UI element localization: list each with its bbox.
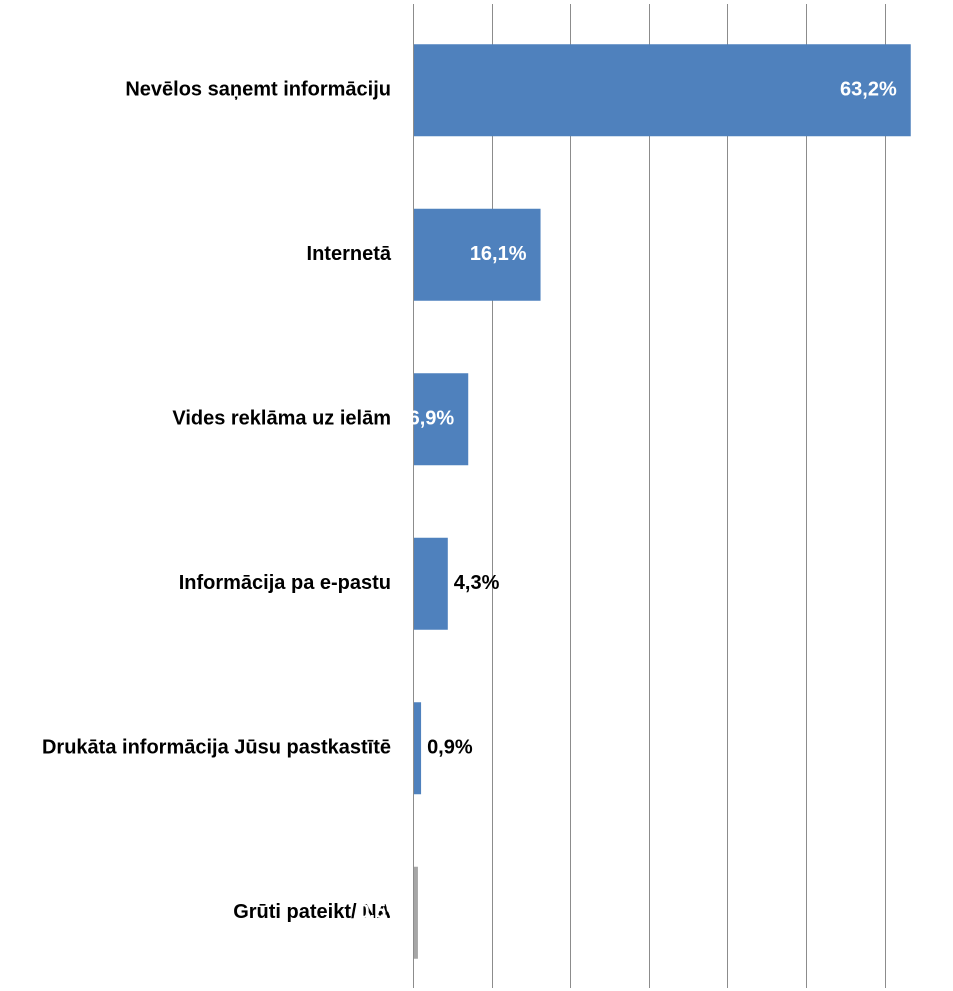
data-label-drukata-informacija-jusu-pastkastite: 0,9% bbox=[427, 737, 473, 759]
data-label-gruti-pateikt-na: 0,5% bbox=[358, 901, 404, 923]
category-label-interneta: Internetā bbox=[307, 243, 392, 265]
bar-vides-reklama-uz-ielam bbox=[414, 373, 469, 466]
category-label-nevelos-sanemt-informaciju: Nevēlos saņemt informāciju bbox=[125, 79, 391, 101]
data-label-informacija-pa-e-pastu: 4,3% bbox=[454, 572, 500, 594]
bar-gruti-pateikt-na bbox=[414, 866, 418, 959]
bar-nevelos-sanemt-informaciju bbox=[414, 44, 911, 137]
category-label-informacija-pa-e-pastu: Informācija pa e-pastu bbox=[179, 572, 391, 594]
data-label-vides-reklama-uz-ielam: 6,9% bbox=[409, 408, 455, 430]
bar-informacija-pa-e-pastu bbox=[414, 537, 448, 630]
category-label-vides-reklama-uz-ielam: Vides reklāma uz ielām bbox=[172, 408, 391, 430]
category-labels: Nevēlos saņemt informāciju Internetā Vides… bbox=[42, 79, 392, 924]
category-label-drukata-informacija-jusu-pastkastite: Drukāta informācija Jūsu pastkastītē bbox=[42, 737, 391, 759]
data-label-nevelos-sanemt-informaciju: 63,2% bbox=[840, 79, 897, 101]
bar-interneta bbox=[414, 208, 541, 301]
bars bbox=[414, 44, 911, 959]
bar-drukata-informacija-jusu-pastkastite bbox=[414, 702, 422, 795]
gridlines bbox=[413, 4, 886, 988]
category-label-gruti-pateikt-na: Grūti pateikt/ NA bbox=[233, 901, 391, 923]
data-labels: 63,2% 16,1% 6,9% 4,3% 0,9% 0,5% bbox=[358, 79, 897, 924]
data-label-interneta: 16,1% bbox=[470, 243, 527, 265]
